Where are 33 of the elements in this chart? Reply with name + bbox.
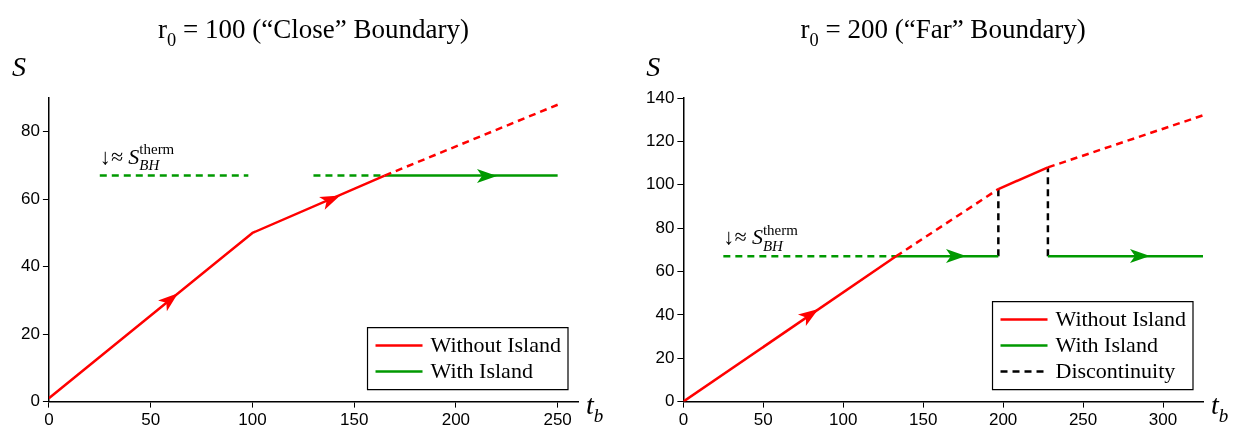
y-tick-label: 40 xyxy=(655,304,675,324)
y-tick-label: 40 xyxy=(20,256,40,276)
x-tick-label: 150 xyxy=(339,410,369,430)
legend-label: With Island xyxy=(1055,332,1158,358)
x-tick-label: 0 xyxy=(44,410,54,430)
legend-label: Without Island xyxy=(1055,306,1187,332)
x-tick-label: 300 xyxy=(1148,410,1178,430)
y-tick-label: 20 xyxy=(655,347,675,367)
y-tick-label: 60 xyxy=(655,261,675,281)
legend-label: Discontinuity xyxy=(1055,358,1176,384)
y-tick-label: 100 xyxy=(645,174,675,194)
legend-label: With Island xyxy=(430,358,533,384)
x-tick-label: 100 xyxy=(238,410,267,430)
y-tick-label: 60 xyxy=(20,188,40,208)
legend-label: Without Island xyxy=(430,332,562,358)
x-tick-label: 50 xyxy=(753,410,773,430)
y-tick-label: 0 xyxy=(664,391,675,411)
y-tick-label: 0 xyxy=(30,391,40,411)
y-tick-label: 120 xyxy=(645,131,675,151)
x-tick-label: 200 xyxy=(988,410,1018,430)
y-tick-label: 20 xyxy=(20,323,40,343)
y-axis-title: S xyxy=(11,51,26,82)
x-tick-label: 100 xyxy=(829,410,858,430)
x-tick-label: 200 xyxy=(441,410,471,430)
x-tick-label: 250 xyxy=(1068,410,1098,430)
x-tick-label: 50 xyxy=(141,410,161,430)
x-tick-label: 250 xyxy=(543,410,572,430)
x-tick-label: 0 xyxy=(678,410,689,430)
y-tick-label: 80 xyxy=(655,217,675,237)
y-tick-label: 140 xyxy=(645,87,675,107)
y-axis-title: S xyxy=(646,51,661,82)
x-tick-label: 150 xyxy=(909,410,938,430)
y-tick-label: 80 xyxy=(20,121,40,141)
